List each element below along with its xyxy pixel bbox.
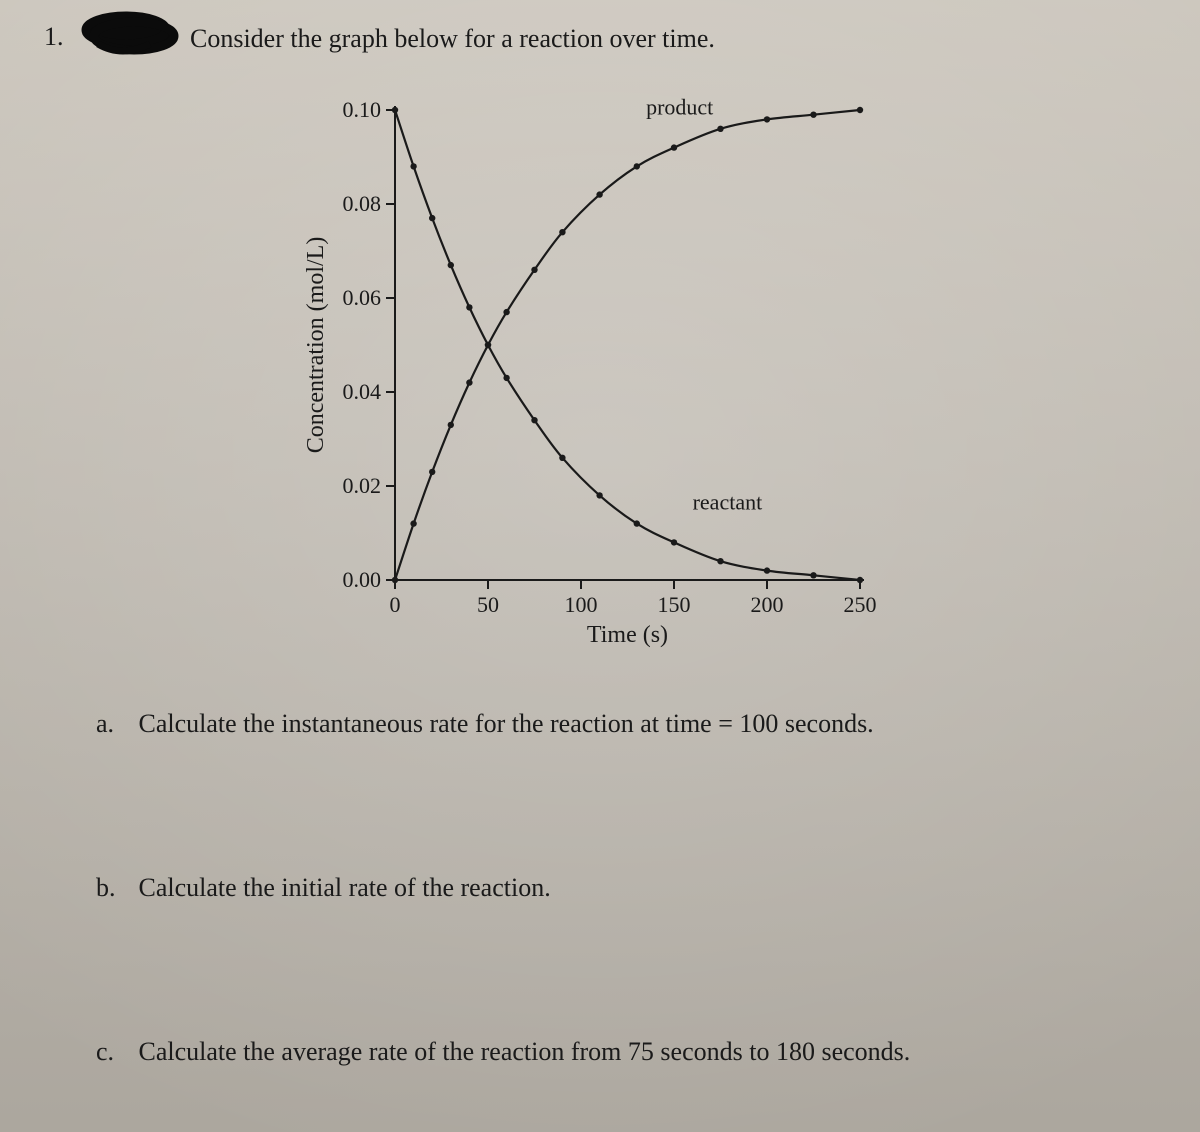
svg-text:200: 200 [751,592,784,617]
svg-text:0.10: 0.10 [343,97,382,122]
subquestion-text: Calculate the average rate of the reacti… [139,1037,911,1066]
chart-svg: 0.00 0.02 0.04 0.06 0.08 0.10 0 50 100 150 200 250 T… [300,90,920,660]
svg-text:0.00: 0.00 [343,567,382,592]
svg-text:100: 100 [565,592,598,617]
subquestion-letter: c. [96,1034,132,1069]
svg-text:Time (s): Time (s) [587,622,668,648]
question-prompt: Consider the graph below for a reaction … [190,24,715,54]
subquestion-letter: b. [96,870,132,905]
svg-text:0.08: 0.08 [343,191,382,216]
svg-text:0.02: 0.02 [343,473,382,498]
subquestion-b: b. Calculate the initial rate of the rea… [96,870,551,905]
svg-text:150: 150 [658,592,691,617]
svg-text:reactant: reactant [693,490,763,515]
subquestion-text: Calculate the instantaneous rate for the… [139,709,874,738]
subquestion-text: Calculate the initial rate of the reacti… [139,873,551,902]
svg-text:product: product [646,95,713,120]
svg-text:0.06: 0.06 [343,285,382,310]
subquestion-c: c. Calculate the average rate of the rea… [96,1034,910,1069]
svg-text:250: 250 [844,592,877,617]
page: 1. Consider the graph below for a reacti… [0,0,1200,1132]
subquestion-a: a. Calculate the instantaneous rate for … [96,706,874,741]
svg-text:Concentration (mol/L): Concentration (mol/L) [303,237,329,454]
svg-text:0: 0 [390,592,401,617]
subquestion-letter: a. [96,706,132,741]
concentration-time-chart: 0.00 0.02 0.04 0.06 0.08 0.10 0 50 100 150 200 250 T… [300,90,920,660]
svg-text:50: 50 [477,592,499,617]
redaction-scribble [80,8,180,58]
svg-text:0.04: 0.04 [343,379,382,404]
question-number: 1. [44,22,64,52]
